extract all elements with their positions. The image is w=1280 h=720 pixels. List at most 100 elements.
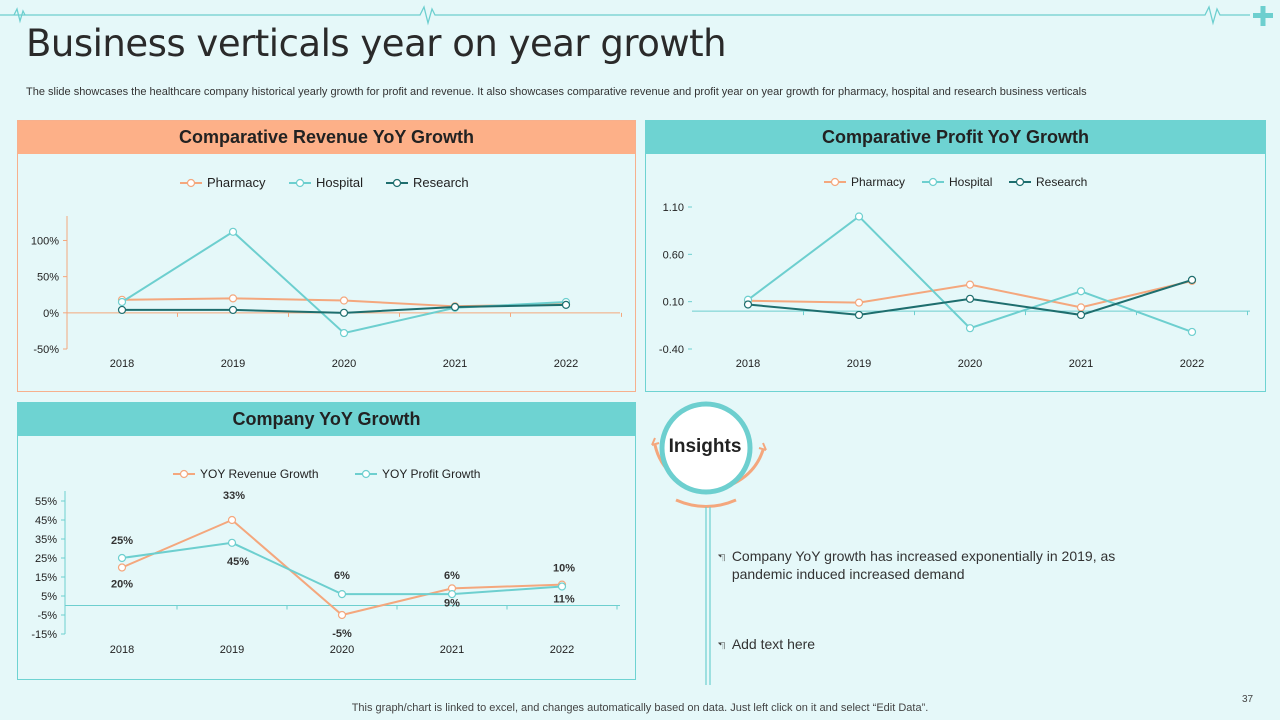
x-tick-label: 2019 — [220, 644, 244, 656]
y-tick-label: 45% — [35, 515, 57, 527]
company-chart-panel: Company YoY Growth -15% -5% 5% 15% 25% 35% 45%… — [17, 402, 636, 680]
data-point — [117, 305, 127, 315]
x-tick-label: 2022 — [554, 358, 578, 370]
y-tick-label: 0% — [43, 308, 59, 320]
legend-label: YOY Profit Growth — [382, 467, 480, 481]
series-line-hospital — [121, 230, 567, 335]
x-tick-label: 2020 — [332, 358, 356, 370]
data-label: 33% — [223, 490, 245, 502]
y-tick-label: 0.10 — [663, 297, 684, 309]
data-label: 6% — [444, 570, 460, 582]
x-tick-label: 2018 — [110, 644, 134, 656]
data-point — [117, 563, 127, 572]
y-tick-label: 0.60 — [663, 249, 684, 261]
legend-label: YOY Revenue Growth — [200, 467, 319, 481]
x-tick-label: 2022 — [550, 644, 574, 656]
x-tick-label: 2019 — [847, 358, 871, 370]
y-tick-label: 25% — [35, 553, 57, 565]
truck-icon: ⛠ — [718, 553, 726, 564]
y-tick-label: 5% — [41, 591, 57, 603]
footer-note: This graph/chart is linked to excel, and… — [351, 702, 929, 714]
y-tick-label: -15% — [31, 629, 57, 641]
data-point — [743, 300, 753, 309]
profit-chart-title: Comparative Profit YoY Growth — [646, 121, 1265, 154]
data-point — [117, 297, 127, 307]
data-point — [854, 310, 864, 320]
data-point — [337, 590, 347, 599]
y-tick-label: 15% — [35, 572, 57, 584]
profit-chart[interactable]: -0.40 0.10 0.60 1.10 2018 2019 2020 2021 2022 Pha… — [646, 121, 1265, 391]
y-tick-label: 35% — [35, 534, 57, 546]
data-point — [227, 538, 237, 547]
data-label: 9% — [444, 597, 460, 609]
data-point — [117, 553, 127, 563]
y-tick-label: 50% — [37, 272, 59, 284]
data-point — [337, 610, 347, 620]
legend-label: Research — [413, 175, 469, 190]
data-point — [339, 296, 349, 305]
y-tick-label: -50% — [33, 344, 59, 356]
data-point — [228, 294, 238, 303]
x-tick-label: 2019 — [221, 358, 245, 370]
data-point — [1187, 327, 1197, 337]
data-point — [561, 300, 571, 309]
insights-title: Insights — [668, 436, 742, 457]
data-point — [965, 324, 975, 333]
data-point — [854, 212, 864, 221]
revenue-chart[interactable]: -50% 0% 50% 100% 2018 2019 2020 2021 2022 Pharmac… — [18, 121, 635, 391]
y-tick-label: -0.40 — [659, 344, 684, 356]
data-point — [1076, 310, 1086, 320]
legend-label: Hospital — [949, 175, 992, 189]
page-title: Business verticals year on year growth — [26, 22, 727, 65]
y-tick-label: 100% — [31, 235, 59, 247]
data-point — [1076, 287, 1086, 296]
data-point — [228, 227, 238, 236]
series-line-hospital — [747, 215, 1193, 333]
page-subtitle: The slide showcases the healthcare compa… — [26, 86, 1087, 98]
x-tick-label: 2021 — [1069, 358, 1093, 370]
company-chart[interactable]: -15% -5% 5% 15% 25% 35% 45% 55% 2018 2019 2020 2021… — [18, 403, 635, 679]
revenue-chart-title: Comparative Revenue YoY Growth — [18, 121, 635, 154]
data-point — [339, 328, 349, 338]
data-point — [854, 298, 864, 307]
legend-label: Research — [1036, 175, 1087, 189]
page-number: 37 — [1242, 694, 1254, 705]
x-tick-label: 2018 — [736, 358, 760, 370]
x-tick-label: 2022 — [1180, 358, 1204, 370]
data-point — [228, 305, 238, 315]
legend-label: Pharmacy — [851, 175, 905, 189]
x-tick-label: 2018 — [110, 358, 134, 370]
data-point — [965, 294, 975, 303]
x-tick-label: 2021 — [443, 358, 467, 370]
company-chart-title: Company YoY Growth — [18, 403, 635, 436]
data-label: 25% — [111, 535, 133, 547]
data-point — [965, 280, 975, 289]
data-label: -5% — [332, 628, 352, 640]
data-label: 6% — [334, 570, 350, 582]
insight-bullet-2: ⛠ Add text here — [718, 636, 816, 652]
x-tick-label: 2020 — [330, 644, 354, 656]
data-label: 45% — [227, 556, 249, 568]
y-tick-label: 55% — [35, 496, 57, 508]
heartbeat-decoration — [0, 5, 1273, 26]
data-point — [227, 515, 237, 525]
legend-label: Pharmacy — [207, 175, 266, 190]
data-point — [1076, 303, 1086, 312]
y-tick-label: 1.10 — [663, 202, 684, 214]
data-point — [1187, 275, 1197, 284]
series-line-yoy-revenue-growth — [121, 518, 563, 617]
y-tick-label: -5% — [37, 610, 57, 622]
data-label: 20% — [111, 579, 133, 591]
data-point — [450, 302, 460, 312]
legend-label: Hospital — [316, 175, 363, 190]
plus-icon — [1253, 6, 1273, 26]
x-tick-label: 2021 — [440, 644, 464, 656]
data-label: 10% — [553, 563, 575, 575]
insights-graphic — [651, 401, 767, 685]
data-point — [339, 308, 349, 317]
truck-icon: ⛠ — [718, 641, 726, 652]
revenue-chart-panel: Comparative Revenue YoY Growth -50% 0% 50%… — [17, 120, 636, 392]
data-label: 11% — [553, 594, 575, 606]
profit-chart-panel: Comparative Profit YoY Growth -0.40 0.10 0… — [645, 120, 1266, 392]
data-point — [447, 590, 457, 599]
